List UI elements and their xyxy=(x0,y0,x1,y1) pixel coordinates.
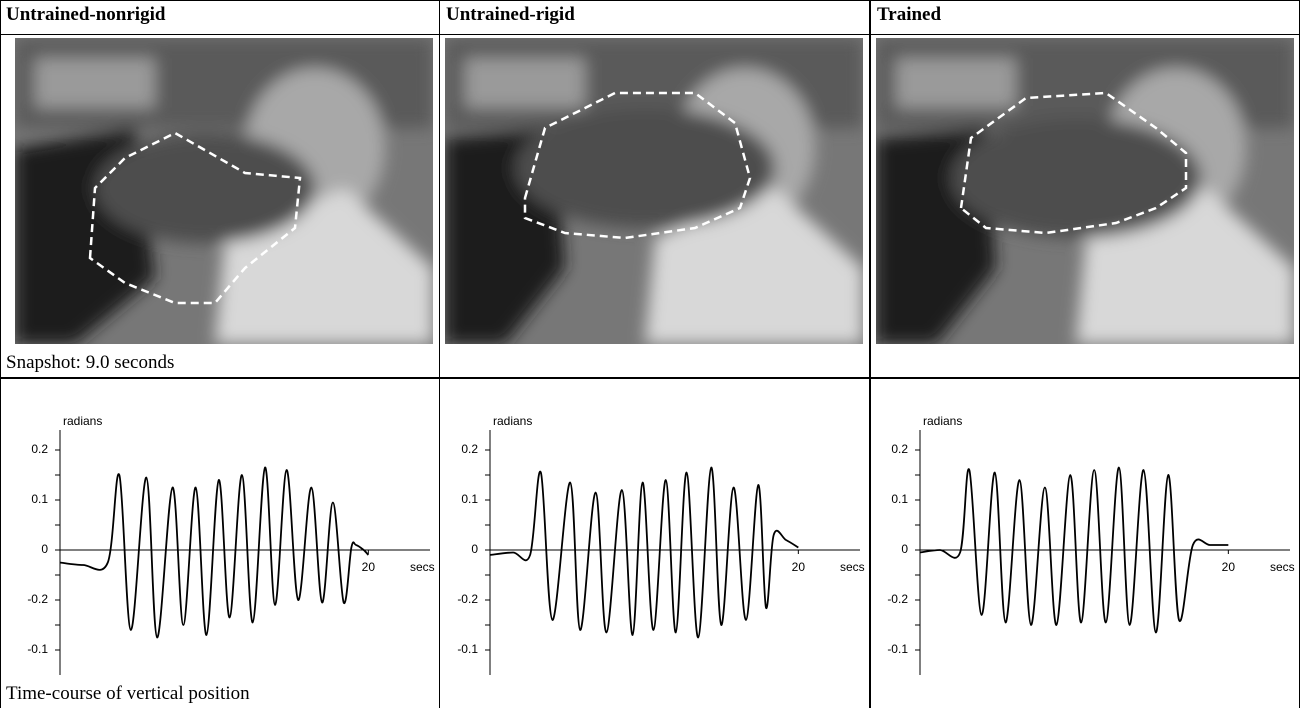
y-tick-label: -0.2 xyxy=(27,592,48,606)
photo xyxy=(876,38,1294,344)
x-tick-label: 20 xyxy=(1222,560,1236,574)
border xyxy=(0,34,1300,35)
caption: Time-course of vertical position xyxy=(6,683,250,704)
border xyxy=(439,0,440,708)
border xyxy=(869,0,871,708)
y-tick-label: -0.1 xyxy=(887,642,908,656)
signal-line xyxy=(919,466,1229,634)
y-tick-label: -0.1 xyxy=(457,642,478,656)
y-tick-label: 0.2 xyxy=(31,442,48,456)
caption: Snapshot: 9.0 seconds xyxy=(6,352,175,373)
x-axis-label: secs xyxy=(840,560,865,574)
y-axis-label: radians xyxy=(923,414,962,428)
signal-line xyxy=(489,466,799,639)
y-axis-label: radians xyxy=(493,414,532,428)
x-axis-label: secs xyxy=(410,560,435,574)
y-axis-label: radians xyxy=(63,414,102,428)
y-tick-label: -0.1 xyxy=(27,642,48,656)
y-tick-label: -0.2 xyxy=(887,592,908,606)
column-heading: Trained xyxy=(877,4,942,25)
y-tick-label: 0.2 xyxy=(461,442,478,456)
column-heading: Untrained-nonrigid xyxy=(6,4,166,25)
photo xyxy=(445,38,863,344)
signal-line xyxy=(59,466,370,639)
y-tick-label: -0.2 xyxy=(457,592,478,606)
y-tick-label: 0 xyxy=(41,542,48,556)
y-tick-label: 0.1 xyxy=(891,492,908,506)
border xyxy=(0,0,1300,1)
y-tick-label: 0.1 xyxy=(461,492,478,506)
y-tick-label: 0 xyxy=(471,542,478,556)
y-tick-label: 0.2 xyxy=(891,442,908,456)
column-heading: Untrained-rigid xyxy=(446,4,575,25)
border xyxy=(0,0,1,708)
x-tick-label: 20 xyxy=(362,560,376,574)
border xyxy=(0,377,1300,379)
x-tick-label: 20 xyxy=(792,560,806,574)
y-tick-label: 0 xyxy=(901,542,908,556)
photo xyxy=(15,38,433,344)
x-axis-label: secs xyxy=(1270,560,1295,574)
y-tick-label: 0.1 xyxy=(31,492,48,506)
